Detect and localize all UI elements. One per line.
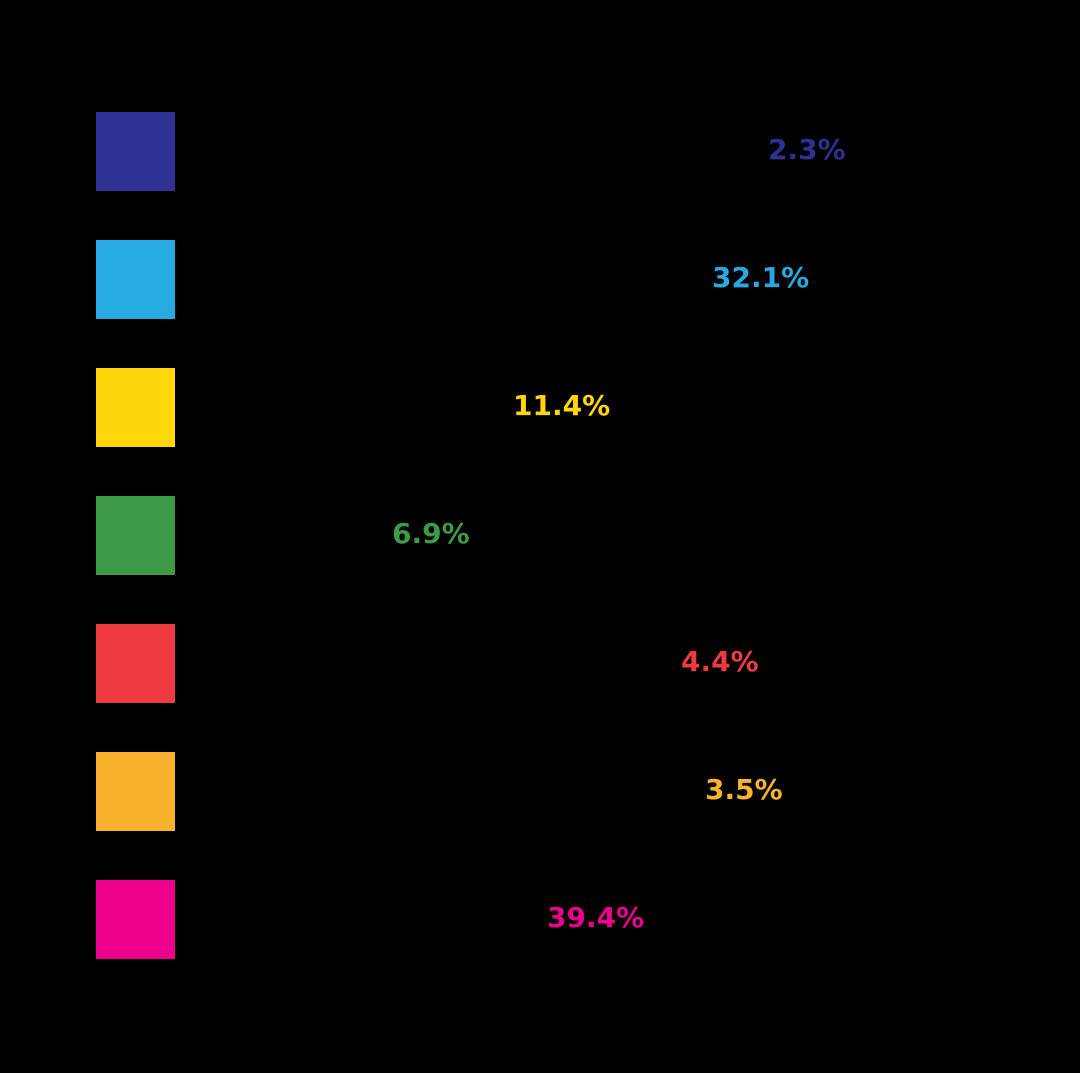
percentage-label: 3.5% xyxy=(705,773,783,806)
row-2: 32.1% xyxy=(0,240,1080,319)
color-swatch xyxy=(96,496,175,575)
color-swatch xyxy=(96,368,175,447)
color-swatch xyxy=(96,880,175,959)
row-1: 2.3% xyxy=(0,112,1080,191)
percentage-label: 2.3% xyxy=(768,133,846,166)
percentage-label: 11.4% xyxy=(513,389,611,422)
color-swatch xyxy=(96,624,175,703)
color-swatch xyxy=(96,112,175,191)
color-swatch xyxy=(96,752,175,831)
row-7: 39.4% xyxy=(0,880,1080,959)
percentage-label: 6.9% xyxy=(392,517,470,550)
percentage-label: 32.1% xyxy=(712,261,810,294)
row-6: 3.5% xyxy=(0,752,1080,831)
color-swatch xyxy=(96,240,175,319)
percentage-label: 4.4% xyxy=(681,645,759,678)
row-5: 4.4% xyxy=(0,624,1080,703)
percentage-label: 39.4% xyxy=(547,901,645,934)
row-3: 11.4% xyxy=(0,368,1080,447)
row-4: 6.9% xyxy=(0,496,1080,575)
